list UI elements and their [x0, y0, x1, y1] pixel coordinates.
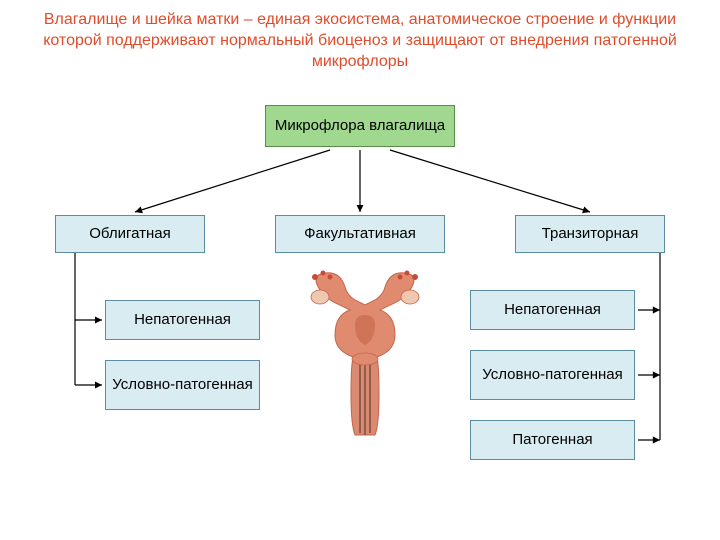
left-sub-nonpathogenic: Непатогенная	[105, 300, 260, 340]
anatomy-illustration	[305, 265, 425, 440]
category-facultative: Факультативная	[275, 215, 445, 253]
category-obligate: Облигатная	[55, 215, 205, 253]
root-box: Микрофлора влагалища	[265, 105, 455, 147]
page-title: Влагалище и шейка матки – единая экосист…	[0, 0, 720, 72]
title-text: Влагалище и шейка матки – единая экосист…	[43, 11, 677, 70]
right-sub-opportunistic: Условно-патогенная	[470, 350, 635, 400]
left-sub-opportunistic: Условно-патогенная	[105, 360, 260, 410]
category-transient: Транзиторная	[515, 215, 665, 253]
right-sub-nonpathogenic: Непатогенная	[470, 290, 635, 330]
right-sub-pathogenic: Патогенная	[470, 420, 635, 460]
